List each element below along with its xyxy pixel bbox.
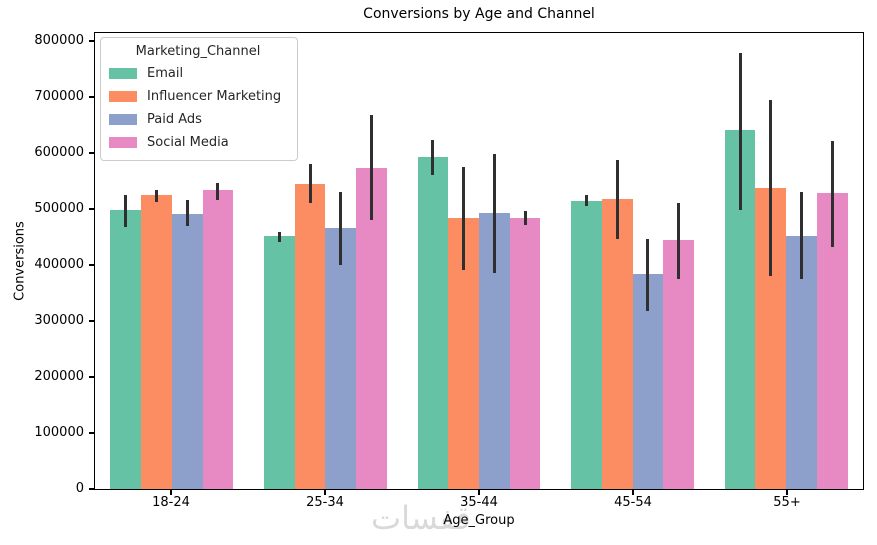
x-tick-label: 25-34 [306, 495, 344, 510]
legend-items: Email Influencer Marketing Paid Ads Social … [109, 62, 287, 154]
y-tick-label: 300000 [34, 312, 84, 328]
x-tick-mark [478, 490, 480, 495]
y-tick-label: 800000 [34, 32, 84, 48]
bar-social-media [356, 168, 387, 489]
legend-item-label: Paid Ads [147, 112, 202, 127]
error-bar [369, 114, 373, 221]
bar-email [110, 210, 142, 489]
y-tick-mark [89, 264, 94, 266]
error-bar [308, 164, 312, 204]
y-tick-mark [89, 208, 94, 210]
y-tick-label: 500000 [34, 200, 84, 216]
error-bar [523, 211, 527, 225]
error-bar [646, 238, 650, 312]
x-tick-mark [170, 490, 172, 495]
bar-social-media [663, 240, 695, 489]
plot-area: Marketing_Channel Email Influencer Market… [94, 32, 864, 490]
legend-item: Email [109, 62, 287, 85]
error-bar [800, 191, 804, 280]
x-tick-label: 18-24 [152, 495, 190, 510]
legend-item: Paid Ads [109, 108, 287, 131]
y-tick-mark [89, 96, 94, 98]
bar-paid-ads [171, 213, 203, 489]
bar-influencer-marketing [294, 183, 326, 489]
y-tick-label: 600000 [34, 144, 84, 160]
y-tick-label: 700000 [34, 88, 84, 104]
legend-swatch [109, 114, 137, 125]
error-bar [124, 194, 128, 228]
error-bar [830, 141, 834, 247]
legend-item: Influencer Marketing [109, 85, 287, 108]
x-tick-label: 55+ [773, 495, 801, 510]
bar-influencer-marketing [141, 195, 172, 489]
y-tick-label: 400000 [34, 256, 84, 272]
x-tick-mark [324, 490, 326, 495]
error-bar [615, 159, 619, 239]
y-tick-mark [89, 488, 94, 490]
x-tick-label: 45-54 [614, 495, 652, 510]
error-bar [216, 183, 220, 200]
x-tick-mark [632, 490, 634, 495]
y-tick-mark [89, 376, 94, 378]
y-tick-label: 100000 [34, 424, 84, 440]
error-bar [154, 190, 158, 202]
y-tick-mark [89, 320, 94, 322]
y-tick-mark [89, 432, 94, 434]
x-tick-mark [786, 490, 788, 495]
watermark: قفسات [371, 499, 471, 537]
legend-item-label: Email [147, 66, 184, 81]
legend-item-label: Social Media [147, 135, 229, 150]
chart-title: Conversions by Age and Channel [363, 6, 595, 22]
error-bar [431, 139, 435, 175]
y-tick-mark [89, 152, 94, 154]
error-bar [492, 154, 496, 273]
error-bar [462, 166, 466, 270]
bars-layer [95, 33, 863, 489]
error-bar [277, 232, 281, 242]
legend-title: Marketing_Channel [135, 44, 261, 59]
y-tick-mark [89, 40, 94, 42]
bar-social-media [509, 218, 541, 489]
legend-swatch [109, 137, 137, 148]
legend-swatch [109, 91, 137, 102]
y-tick-label: 0 [75, 481, 84, 496]
bar-email [417, 156, 449, 489]
y-tick-label: 200000 [34, 368, 84, 384]
bar-email [263, 236, 295, 489]
legend: Marketing_Channel Email Influencer Market… [100, 37, 298, 161]
bar-paid-ads [325, 227, 357, 489]
error-bar [339, 191, 343, 265]
x-axis-label: Age_Group [443, 513, 515, 528]
error-bar [185, 199, 189, 227]
bar-influencer-marketing [601, 198, 633, 489]
error-bar [769, 99, 773, 276]
error-bar [677, 202, 681, 279]
x-tick-label: 35-44 [460, 495, 498, 510]
error-bar [738, 53, 742, 210]
bar-email [571, 200, 602, 489]
error-bar [585, 195, 589, 206]
legend-swatch [109, 68, 137, 79]
legend-item-label: Influencer Marketing [147, 89, 282, 104]
bar-social-media [202, 190, 234, 489]
legend-item: Social Media [109, 131, 287, 154]
